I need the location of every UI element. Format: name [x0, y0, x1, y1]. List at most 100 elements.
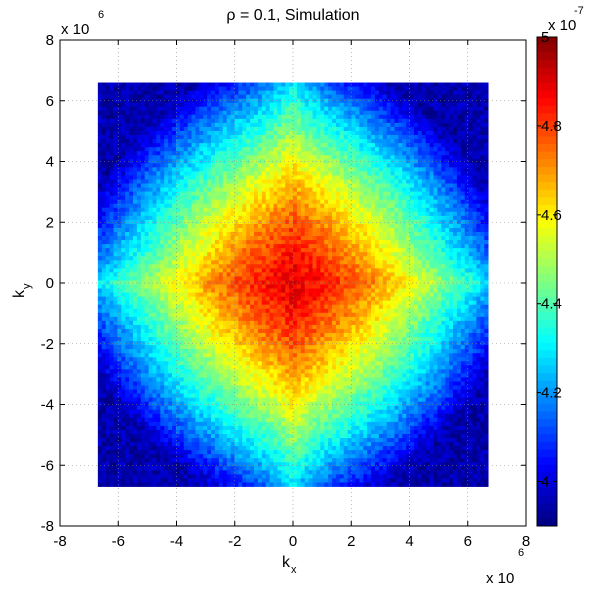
heatmap-cell [156, 179, 161, 184]
heatmap-cell [214, 139, 220, 144]
heatmap-cell [472, 276, 477, 281]
heatmap-cell [304, 240, 310, 245]
heatmap-cell [113, 175, 118, 180]
heatmap-cell [367, 256, 372, 261]
heatmap-cell [140, 207, 146, 213]
heatmap-cell [355, 114, 360, 120]
heatmap-cell [296, 171, 302, 176]
heatmap-cell [480, 227, 485, 233]
heatmap-cell [156, 252, 161, 257]
heatmap-cell [136, 280, 142, 285]
heatmap-cell [140, 232, 146, 237]
heatmap-cell [417, 163, 423, 168]
heatmap-cell [164, 207, 169, 213]
heatmap-cell [316, 187, 321, 192]
heatmap-cell [160, 203, 165, 209]
heatmap-cell [441, 139, 446, 144]
heatmap-cell [218, 82, 224, 87]
heatmap-cell [105, 199, 110, 205]
heatmap-cell [484, 118, 489, 124]
heatmap-cell [304, 102, 310, 108]
heatmap-cell [300, 211, 306, 217]
heatmap-cell [101, 191, 107, 197]
heatmap-cell [265, 114, 270, 120]
heatmap-cell [460, 183, 466, 188]
heatmap-cell [421, 207, 427, 213]
heatmap-cell [253, 187, 259, 192]
heatmap-cell [179, 244, 185, 249]
heatmap-cell [144, 126, 149, 132]
heatmap-cell [382, 264, 388, 269]
heatmap-cell [172, 106, 177, 112]
heatmap-cell [160, 272, 165, 277]
heatmap-cell [351, 90, 356, 96]
heatmap-cell [410, 199, 415, 205]
heatmap-cell [453, 195, 458, 201]
heatmap-cell [140, 94, 146, 100]
heatmap-cell [468, 191, 473, 197]
heatmap-cell [378, 268, 384, 273]
heatmap-cell [421, 227, 427, 233]
heatmap-cell [289, 167, 294, 172]
heatmap-cell [402, 122, 407, 128]
heatmap-cell [406, 252, 411, 257]
heatmap-cell [359, 219, 364, 225]
heatmap-cell [394, 118, 399, 124]
heatmap-cell [339, 191, 345, 197]
heatmap-cell [293, 106, 298, 112]
heatmap-cell [320, 82, 325, 87]
heatmap-cell [97, 122, 103, 128]
heatmap-cell [382, 102, 388, 108]
heatmap-cell [378, 126, 384, 132]
heatmap-cell [199, 252, 204, 257]
heatmap-cell [168, 195, 173, 201]
heatmap-cell [378, 187, 384, 192]
heatmap-cell [367, 195, 372, 201]
heatmap-cell [300, 126, 306, 132]
heatmap-cell [464, 110, 470, 116]
heatmap-cell [195, 215, 200, 221]
heatmap-cell [328, 268, 333, 273]
heatmap-cell [363, 175, 368, 180]
heatmap-cell [328, 147, 333, 152]
heatmap-cell [394, 155, 399, 160]
heatmap-cell [445, 151, 450, 156]
heatmap-cell [425, 131, 430, 136]
heatmap-cell [347, 114, 352, 120]
heatmap-cell [250, 272, 255, 277]
heatmap-cell [367, 219, 372, 225]
heatmap-cell [398, 131, 403, 136]
heatmap-cell [195, 139, 200, 144]
heatmap-cell [456, 203, 462, 209]
heatmap-cell [355, 163, 360, 168]
heatmap-cell [300, 114, 306, 120]
heatmap-cell [367, 126, 372, 132]
heatmap-cell [304, 82, 310, 87]
heatmap-cell [222, 90, 228, 96]
heatmap-cell [453, 159, 458, 164]
heatmap-cell [371, 171, 376, 176]
heatmap-cell [406, 260, 411, 265]
heatmap-cell [449, 155, 454, 160]
heatmap-cell [374, 126, 380, 132]
heatmap-cell [113, 227, 118, 233]
heatmap-cell [285, 135, 290, 140]
heatmap-cell [152, 187, 157, 192]
heatmap-cell [359, 82, 364, 87]
heatmap-cell [203, 223, 208, 229]
heatmap-cell [328, 110, 333, 116]
heatmap-cell [144, 203, 149, 209]
heatmap-cell [230, 268, 235, 273]
heatmap-cell [195, 86, 200, 91]
heatmap-cell [296, 110, 302, 116]
heatmap-cell [136, 118, 142, 124]
heatmap-cell [394, 131, 399, 136]
heatmap-cell [433, 131, 438, 136]
heatmap-cell [289, 118, 294, 124]
heatmap-cell [246, 232, 251, 237]
heatmap-cell [101, 118, 107, 124]
heatmap-cell [132, 171, 138, 176]
heatmap-cell [382, 90, 388, 96]
heatmap-cell [371, 110, 376, 116]
heatmap-cell [304, 163, 310, 168]
